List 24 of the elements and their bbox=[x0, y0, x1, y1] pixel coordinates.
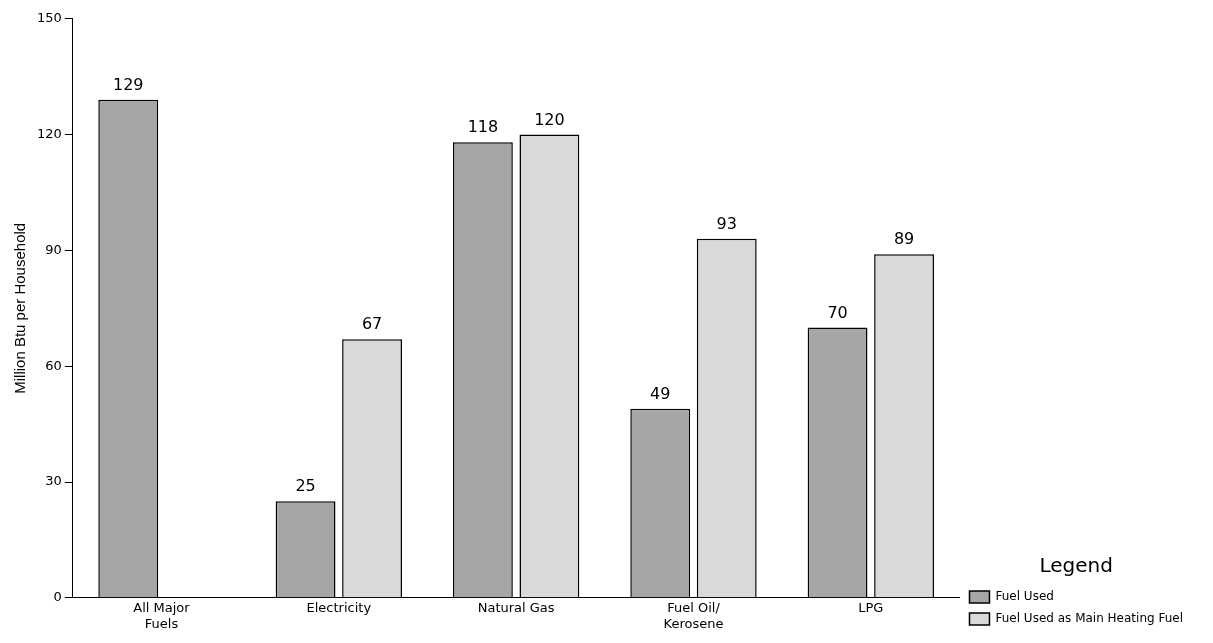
data-label: 67 bbox=[361, 314, 383, 334]
legend-label: Fuel Used as Main Heating Fuel bbox=[995, 611, 1184, 626]
data-label: 70 bbox=[827, 302, 848, 322]
data-label: 120 bbox=[534, 109, 565, 129]
x-tick-label: LPG bbox=[858, 599, 884, 615]
x-tick-label: All Major Fuels bbox=[133, 599, 191, 631]
data-label: 118 bbox=[467, 117, 499, 137]
x-tick-label: Electricity bbox=[306, 599, 372, 615]
y-tick-label: 150 bbox=[36, 10, 62, 26]
data-label: 93 bbox=[716, 213, 737, 233]
x-tick-label: Fuel Oil/ Kerosene bbox=[663, 599, 724, 631]
y-tick-label: 60 bbox=[45, 357, 62, 373]
y-tick-label: 90 bbox=[45, 241, 62, 257]
y-axis-title: Million Btu per Household bbox=[11, 222, 29, 394]
data-label: 89 bbox=[893, 229, 915, 249]
y-tick-label: 0 bbox=[53, 589, 62, 605]
data-label: 129 bbox=[112, 75, 144, 95]
data-label: 49 bbox=[650, 383, 671, 403]
data-label: 25 bbox=[295, 476, 316, 496]
y-tick-label: 120 bbox=[36, 125, 62, 141]
x-tick-label: Natural Gas bbox=[477, 599, 555, 615]
legend-label: Fuel Used bbox=[995, 589, 1054, 604]
y-tick-label: 30 bbox=[45, 473, 62, 489]
legend-title: Legend bbox=[1039, 553, 1113, 578]
